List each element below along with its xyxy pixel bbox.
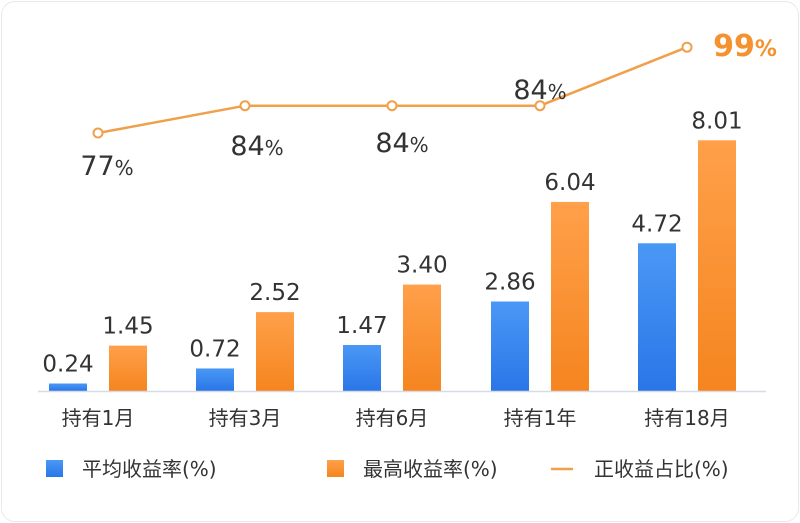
x-tick-label-1: 持有3月 xyxy=(209,406,282,430)
positive-ratio-label-2: 84% xyxy=(375,128,428,159)
bar-avg-4 xyxy=(638,243,676,391)
label-max-4: 8.01 xyxy=(691,108,742,134)
legend: 平均收益率(%) 最高收益率(%) 正收益占比(%) xyxy=(46,457,729,481)
label-avg-1: 0.72 xyxy=(189,336,240,362)
label-max-3: 6.04 xyxy=(544,170,595,196)
label-avg-0: 0.24 xyxy=(42,351,93,377)
positive-ratio-point-3 xyxy=(534,100,546,112)
bar-avg-1 xyxy=(196,368,234,391)
positive-ratio-line xyxy=(97,46,688,135)
label-avg-2: 1.47 xyxy=(336,313,387,339)
bar-max-4 xyxy=(698,140,736,391)
bar-layer: 0.24 1.45 0.72 2.52 1.47 3.40 2.86 6.04 4.72 8.01 xyxy=(42,108,743,391)
x-tick-label-0: 持有1月 xyxy=(62,406,135,430)
legend-swatch-avg xyxy=(46,460,63,477)
positive-ratio-label-1: 84% xyxy=(230,131,283,162)
bar-max-3 xyxy=(551,201,589,391)
x-tick-label-4: 持有18月 xyxy=(644,406,729,430)
positive-ratio-label-3: 84% xyxy=(513,75,566,106)
positive-ratio-label-4: 99% xyxy=(713,29,777,64)
positive-ratio-point-4 xyxy=(681,41,693,53)
line-layer: 77% 84% 84% 84% 99% xyxy=(80,29,777,182)
positive-ratio-point-2 xyxy=(386,100,398,112)
legend-label-max: 最高收益率(%) xyxy=(363,457,498,481)
legend-label-positive: 正收益占比(%) xyxy=(594,457,729,481)
label-max-1: 2.52 xyxy=(249,280,300,306)
bar-avg-0 xyxy=(49,383,87,391)
bar-max-2 xyxy=(403,284,441,391)
bar-max-1 xyxy=(256,312,294,391)
x-axis: 持有1月 持有3月 持有6月 持有1年 持有18月 xyxy=(38,390,766,430)
positive-ratio-label-0: 77% xyxy=(80,151,133,182)
legend-label-avg: 平均收益率(%) xyxy=(82,457,217,481)
x-tick-label-2: 持有6月 xyxy=(356,406,429,430)
label-avg-4: 4.72 xyxy=(631,211,682,237)
x-tick-label-3: 持有1年 xyxy=(504,406,577,430)
legend-swatch-max xyxy=(327,460,344,477)
bar-avg-2 xyxy=(343,344,381,391)
positive-ratio-point-1 xyxy=(239,100,251,112)
bar-avg-3 xyxy=(491,301,529,391)
positive-ratio-point-0 xyxy=(92,127,104,139)
label-avg-3: 2.86 xyxy=(484,269,535,295)
label-max-0: 1.45 xyxy=(102,314,153,340)
bar-max-0 xyxy=(109,345,147,391)
label-max-2: 3.40 xyxy=(396,253,447,279)
